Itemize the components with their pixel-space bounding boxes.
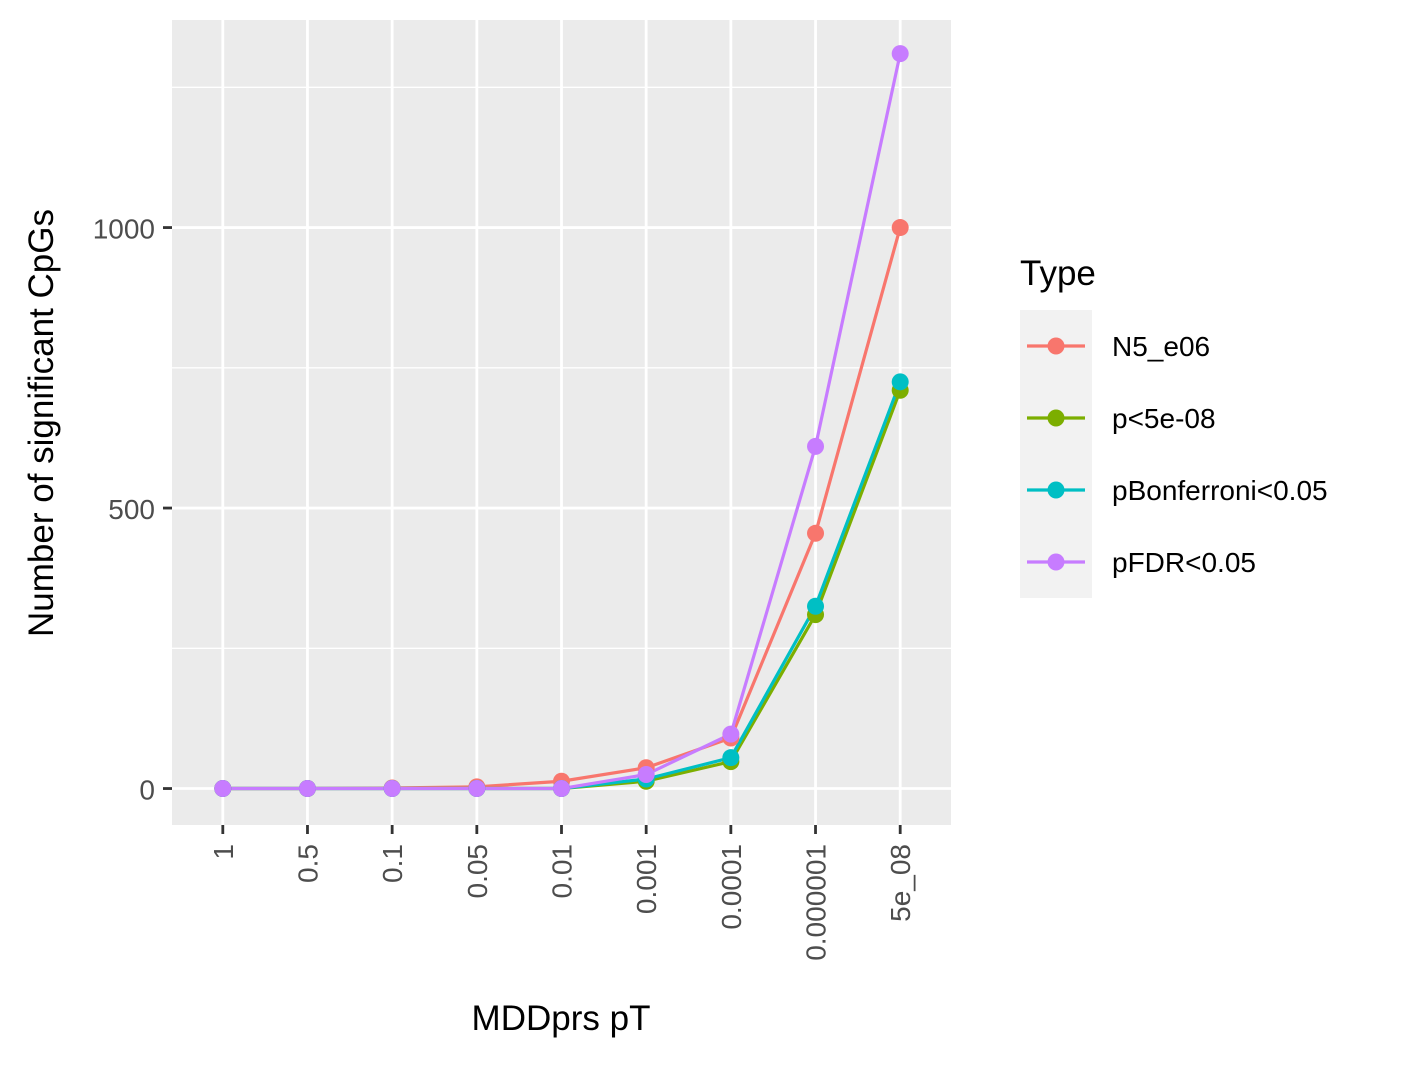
y-tick-label: 1000 [93, 214, 155, 245]
x-tick-label: 0.1 [377, 844, 408, 883]
y-tick-label: 0 [139, 775, 155, 806]
legend-key-point [1047, 553, 1065, 571]
data-point [807, 524, 825, 542]
legend-title: Type [1020, 254, 1096, 293]
legend-label: p<5e-08 [1112, 403, 1216, 434]
data-point [807, 597, 825, 615]
data-point [298, 780, 316, 798]
x-tick-label: 0.05 [462, 844, 493, 899]
x-tick-label: 0.0001 [716, 844, 747, 930]
legend-key-point [1047, 337, 1065, 355]
data-point [214, 780, 232, 798]
legend-label: N5_e06 [1112, 331, 1210, 362]
data-point [891, 373, 909, 391]
data-point [807, 437, 825, 455]
legend-key-point [1047, 409, 1065, 427]
data-point [468, 780, 486, 798]
y-tick-label: 500 [108, 494, 155, 525]
data-point [891, 45, 909, 63]
x-tick-label: 0.5 [292, 844, 323, 883]
data-point [722, 749, 740, 767]
x-axis: 1 0.5 0.1 0.05 0.01 0.001 0.0001 0.000001 5e_08 [208, 825, 916, 961]
legend-label: pBonferroni<0.05 [1112, 475, 1328, 506]
legend-key-point [1047, 481, 1065, 499]
legend: Type N5_e06 p<5e-08 pBonferroni<0.05 pFDR<0… [1020, 254, 1328, 598]
data-point [637, 766, 655, 784]
y-axis: 0 500 1000 [93, 214, 172, 806]
series-points [214, 45, 909, 798]
data-point [553, 780, 570, 798]
data-point [722, 725, 740, 743]
x-tick-label: 1 [208, 844, 239, 860]
data-point [891, 219, 909, 237]
x-axis-title: MDDprs pT [472, 999, 651, 1038]
major-gridlines [172, 20, 951, 825]
x-tick-label: 0.001 [631, 844, 662, 914]
x-tick-label: 0.000001 [801, 844, 832, 961]
x-tick-label: 5e_08 [885, 844, 916, 922]
data-point [383, 780, 401, 798]
legend-label: pFDR<0.05 [1112, 547, 1256, 578]
x-tick-label: 0.01 [547, 844, 578, 899]
legend-key-background [1020, 310, 1092, 598]
y-axis-title: Number of significant CpGs [22, 209, 61, 637]
